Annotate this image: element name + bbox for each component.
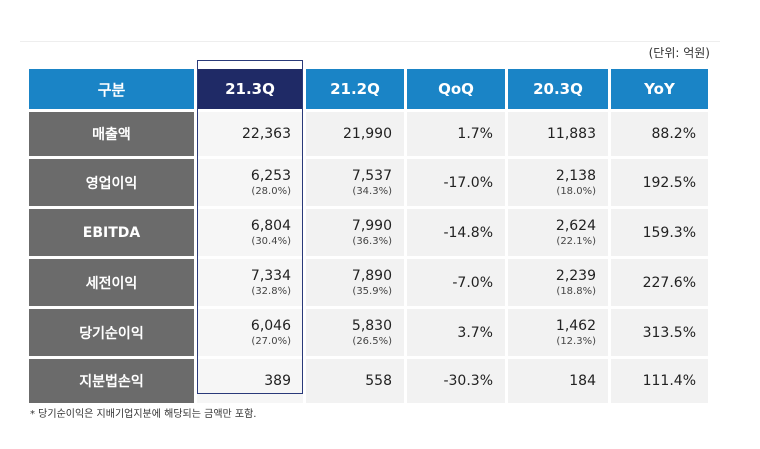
cell-20-3q: 184 (508, 359, 608, 403)
table-row-pretax-profit: 세전이익 7,334 (32.8%) 7,890 (35.9%) -7.0% 2,2… (29, 259, 708, 306)
value: 227.6% (642, 274, 696, 291)
cell-21-3q: 6,046 (27.0%) (197, 309, 303, 356)
value: 21,990 (343, 126, 392, 142)
cell-qoq: -17.0% (407, 159, 505, 206)
cell-21-3q: 22,363 (197, 112, 303, 156)
value: 6,804 (250, 217, 291, 234)
cell-20-3q: 1,462 (12.3%) (508, 309, 608, 356)
cell-yoy: 192.5% (611, 159, 708, 206)
cell-qoq: -30.3% (407, 359, 505, 403)
cell-21-3q: 6,804 (30.4%) (197, 209, 303, 256)
value: -14.8% (443, 224, 493, 241)
cell-21-3q: 6,253 (28.0%) (197, 159, 303, 206)
value: 3.7% (457, 324, 493, 341)
cell-qoq: 1.7% (407, 112, 505, 156)
value: 558 (365, 373, 392, 389)
margin: (12.3%) (556, 335, 596, 347)
value: 111.4% (642, 373, 696, 389)
table-row-revenue: 매출액 22,363 21,990 1.7% 11,883 88.2% (29, 112, 708, 156)
margin: (30.4%) (251, 235, 291, 247)
header-yoy: YoY (611, 69, 708, 109)
margin: (36.3%) (352, 235, 392, 247)
value: -17.0% (443, 174, 493, 191)
value: 6,046 (250, 317, 291, 334)
value: 5,830 (351, 317, 392, 334)
table-row-equity-method: 지분법손익 389 558 -30.3% 184 111.4% (29, 359, 708, 403)
table-row-net-income: 당기순이익 6,046 (27.0%) 5,830 (26.5%) 3.7% 1,4… (29, 309, 708, 356)
header-row: 구분 21.3Q 21.2Q QoQ 20.3Q YoY (29, 69, 708, 109)
header-20-3q: 20.3Q (508, 69, 608, 109)
cell-21-2q: 21,990 (306, 112, 404, 156)
margin: (26.5%) (352, 335, 392, 347)
row-label: EBITDA (29, 209, 194, 256)
cell-21-3q: 389 (197, 359, 303, 403)
value: 313.5% (642, 324, 696, 341)
row-label: 매출액 (29, 112, 194, 156)
cell-21-2q: 7,990 (36.3%) (306, 209, 404, 256)
header-21-2q: 21.2Q (306, 69, 404, 109)
cell-20-3q: 11,883 (508, 112, 608, 156)
value: 7,890 (351, 267, 392, 284)
margin: (28.0%) (251, 185, 291, 197)
cell-yoy: 227.6% (611, 259, 708, 306)
value: 1,462 (555, 317, 596, 334)
value: 184 (569, 373, 596, 389)
value: 1.7% (457, 126, 493, 142)
header-21-3q: 21.3Q (197, 69, 303, 109)
cell-yoy: 88.2% (611, 112, 708, 156)
value: -30.3% (443, 373, 493, 389)
margin: (18.0%) (556, 185, 596, 197)
cell-21-2q: 7,537 (34.3%) (306, 159, 404, 206)
margin: (32.8%) (251, 285, 291, 297)
footnote: * 당기순이익은 지배기업지분에 해당되는 금액만 포함. (30, 409, 257, 420)
value: 2,239 (555, 267, 596, 284)
value: 7,537 (351, 167, 392, 184)
row-label: 영업이익 (29, 159, 194, 206)
cell-21-3q: 7,334 (32.8%) (197, 259, 303, 306)
cell-yoy: 159.3% (611, 209, 708, 256)
value: 192.5% (642, 174, 696, 191)
value: 389 (264, 373, 291, 389)
cell-qoq: -14.8% (407, 209, 505, 256)
cell-21-2q: 558 (306, 359, 404, 403)
unit-note: (단위: 억원) (648, 46, 710, 60)
value: 159.3% (642, 224, 696, 241)
cell-qoq: 3.7% (407, 309, 505, 356)
value: 22,363 (242, 126, 291, 142)
cell-qoq: -7.0% (407, 259, 505, 306)
margin: (18.8%) (556, 285, 596, 297)
table-row-operating-profit: 영업이익 6,253 (28.0%) 7,537 (34.3%) -17.0% 2,… (29, 159, 708, 206)
value: 6,253 (250, 167, 291, 184)
value: 2,138 (555, 167, 596, 184)
value: 11,883 (547, 126, 596, 142)
margin: (35.9%) (352, 285, 392, 297)
row-label: 당기순이익 (29, 309, 194, 356)
margin: (34.3%) (352, 185, 392, 197)
top-divider (20, 41, 720, 42)
value: 7,990 (351, 217, 392, 234)
header-category: 구분 (29, 69, 194, 109)
table-row-ebitda: EBITDA 6,804 (30.4%) 7,990 (36.3%) -14.8% … (29, 209, 708, 256)
cell-20-3q: 2,138 (18.0%) (508, 159, 608, 206)
value: 2,624 (555, 217, 596, 234)
margin: (22.1%) (556, 235, 596, 247)
cell-yoy: 111.4% (611, 359, 708, 403)
row-label: 세전이익 (29, 259, 194, 306)
value: 7,334 (250, 267, 291, 284)
cell-20-3q: 2,624 (22.1%) (508, 209, 608, 256)
header-qoq: QoQ (407, 69, 505, 109)
value: -7.0% (452, 274, 493, 291)
row-label: 지분법손익 (29, 359, 194, 403)
cell-yoy: 313.5% (611, 309, 708, 356)
cell-20-3q: 2,239 (18.8%) (508, 259, 608, 306)
value: 88.2% (651, 126, 696, 142)
financial-table: 구분 21.3Q 21.2Q QoQ 20.3Q YoY 매출액 22,363 … (26, 66, 711, 406)
cell-21-2q: 5,830 (26.5%) (306, 309, 404, 356)
cell-21-2q: 7,890 (35.9%) (306, 259, 404, 306)
margin: (27.0%) (251, 335, 291, 347)
